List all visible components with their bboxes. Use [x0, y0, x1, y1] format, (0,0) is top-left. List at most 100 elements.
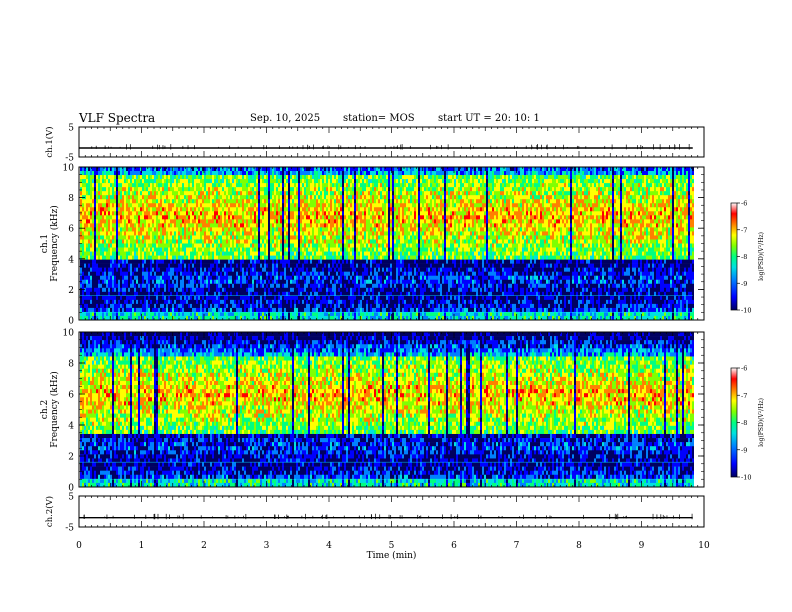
ch1-spectrogram-cell	[118, 308, 120, 312]
ch1-spectrogram-cell	[148, 276, 150, 280]
ch1-spectrogram-cell	[122, 175, 124, 179]
ch1-spectrogram-cell	[168, 284, 170, 288]
ch1-spectrogram-cell	[148, 288, 150, 292]
ch1-spectrogram-cell	[136, 268, 138, 272]
ch1-spectrogram-cell	[96, 171, 98, 175]
ch1-spectrogram-cell	[130, 223, 132, 227]
ch1-spectrogram-cell	[160, 256, 162, 260]
ch1-spectrogram-cell	[100, 167, 102, 171]
ch1-spectrogram-cell	[148, 167, 150, 171]
ch1-spectrogram-cell	[90, 183, 92, 187]
ch1-spectrogram-cell	[132, 203, 134, 207]
ch1-spectrogram-cell	[86, 179, 88, 183]
ch1-spectrogram-cell	[84, 199, 86, 203]
ch1-spectrogram-cell	[84, 191, 86, 195]
ch1-spectrogram-cell	[126, 183, 128, 187]
ch1-spectrogram-cell	[98, 167, 100, 171]
ch1-spectrogram-cell	[170, 231, 172, 235]
ch1-spectrogram-cell	[102, 284, 104, 288]
ch1-spectrogram-cell	[122, 219, 124, 223]
ch1-spectrogram-cell	[118, 227, 120, 231]
ch1-spectrogram-cell	[152, 244, 154, 248]
ch1-spectrogram-cell	[122, 215, 124, 219]
ch1-spectrogram-cell	[80, 191, 82, 195]
ch1-spectrogram-cell	[92, 199, 94, 203]
ch1-spectrogram-cell	[106, 304, 108, 308]
ch1-spectrogram-cell	[110, 260, 112, 264]
ch1-spectrogram-cell	[152, 203, 154, 207]
ch1-spectrogram-cell	[164, 175, 166, 179]
ch1-spectrogram-cell	[148, 187, 150, 191]
ch1-spectrogram-cell	[92, 284, 94, 288]
ch1-spectrogram-cell	[142, 179, 144, 183]
ch1-spectrogram-cell	[136, 175, 138, 179]
ch1-spectrogram-cell	[110, 235, 112, 239]
ch1-spectrogram-cell	[104, 239, 106, 243]
ch1-spectrogram-cell	[168, 207, 170, 211]
ch1-spectrogram-cell	[162, 215, 164, 219]
ch1-spectrogram-cell	[130, 219, 132, 223]
ch1-spectrogram-cell	[128, 191, 130, 195]
ch1-spectrogram-cell	[106, 300, 108, 304]
ch1-spectrogram-cell	[164, 203, 166, 207]
ch1-spectrogram-cell	[122, 244, 124, 248]
ch1-spectrogram-cell	[80, 183, 82, 187]
ch1-spectrogram-cell	[148, 280, 150, 284]
ch1-spectrogram-cell	[168, 304, 170, 308]
ch1-spectrogram-cell	[124, 167, 126, 171]
ch1-spectrogram-cell	[164, 187, 166, 191]
ch1-spectrogram-cell	[96, 260, 98, 264]
ch1-spectrogram-cell	[106, 219, 108, 223]
ch1-spectrogram-cell	[120, 264, 122, 268]
ch1-spectrogram-cell	[156, 211, 158, 215]
ch1-spectrogram-cell	[130, 284, 132, 288]
ch1-spectrogram-cell	[128, 227, 130, 231]
ch1-spectrogram-cell	[98, 231, 100, 235]
ch1-spectrogram-cell	[142, 191, 144, 195]
ch1-spectrogram-cell	[108, 183, 110, 187]
ch1-spectrogram-cell	[148, 272, 150, 276]
ch1-spectrogram-cell	[102, 252, 104, 256]
ch1-spectrogram-cell	[124, 244, 126, 248]
ch1-spectrogram-cell	[106, 195, 108, 199]
ch1-spectrogram-cell	[124, 171, 126, 175]
ch1-spectrogram-cell	[88, 191, 90, 195]
ch1-spectrogram-cell	[104, 219, 106, 223]
ch1-spectrogram-cell	[134, 175, 136, 179]
ch1-spectrogram-cell	[154, 284, 156, 288]
ch1-spectrogram-cell	[150, 280, 152, 284]
ch1-spectrogram-cell	[150, 235, 152, 239]
ch1-spectrogram-cell	[98, 215, 100, 219]
ch1-spectrogram-cell	[130, 304, 132, 308]
ch1-spectrogram-cell	[94, 244, 96, 248]
ch1-spectrogram-cell	[148, 227, 150, 231]
ch1-spectrogram-cell	[96, 227, 98, 231]
ch1-spectrogram-cell	[144, 219, 146, 223]
ch1-spectrogram-cell	[112, 175, 114, 179]
ch1-spectrogram-cell	[170, 264, 172, 268]
ch1-spectrogram-cell	[94, 211, 96, 215]
ch1-spectrogram-cell	[166, 308, 168, 312]
ch1-spectrogram-cell	[128, 215, 130, 219]
ch1-spectrogram-cell	[118, 276, 120, 280]
ch1-spectrogram-cell	[150, 231, 152, 235]
ch1-spectrogram-cell	[94, 256, 96, 260]
ch1-spectrogram-cell	[124, 179, 126, 183]
ch1-spectrogram-cell	[150, 296, 152, 300]
ch1-spectrogram-cell	[110, 300, 112, 304]
ch1-spectrogram-cell	[160, 308, 162, 312]
ch1-spectrogram-cell	[122, 179, 124, 183]
ch1-spectrogram-cell	[114, 280, 116, 284]
ch1-spectrogram-cell	[134, 215, 136, 219]
ch1-spectrogram-cell	[154, 260, 156, 264]
ch1-spectrogram-cell	[126, 187, 128, 191]
ch1-spectrogram-cell	[164, 264, 166, 268]
ch1-spectrogram-cell	[102, 304, 104, 308]
ch1-spectrogram-cell	[170, 167, 172, 171]
ch1-spectrogram-cell	[118, 244, 120, 248]
ch1-spectrogram-cell	[158, 203, 160, 207]
ch1-spectrogram-cell	[92, 248, 94, 252]
ch1-spectrogram-cell	[122, 272, 124, 276]
ch1-spectrogram-cell	[116, 207, 118, 211]
ch1-spectrogram-cell	[110, 191, 112, 195]
